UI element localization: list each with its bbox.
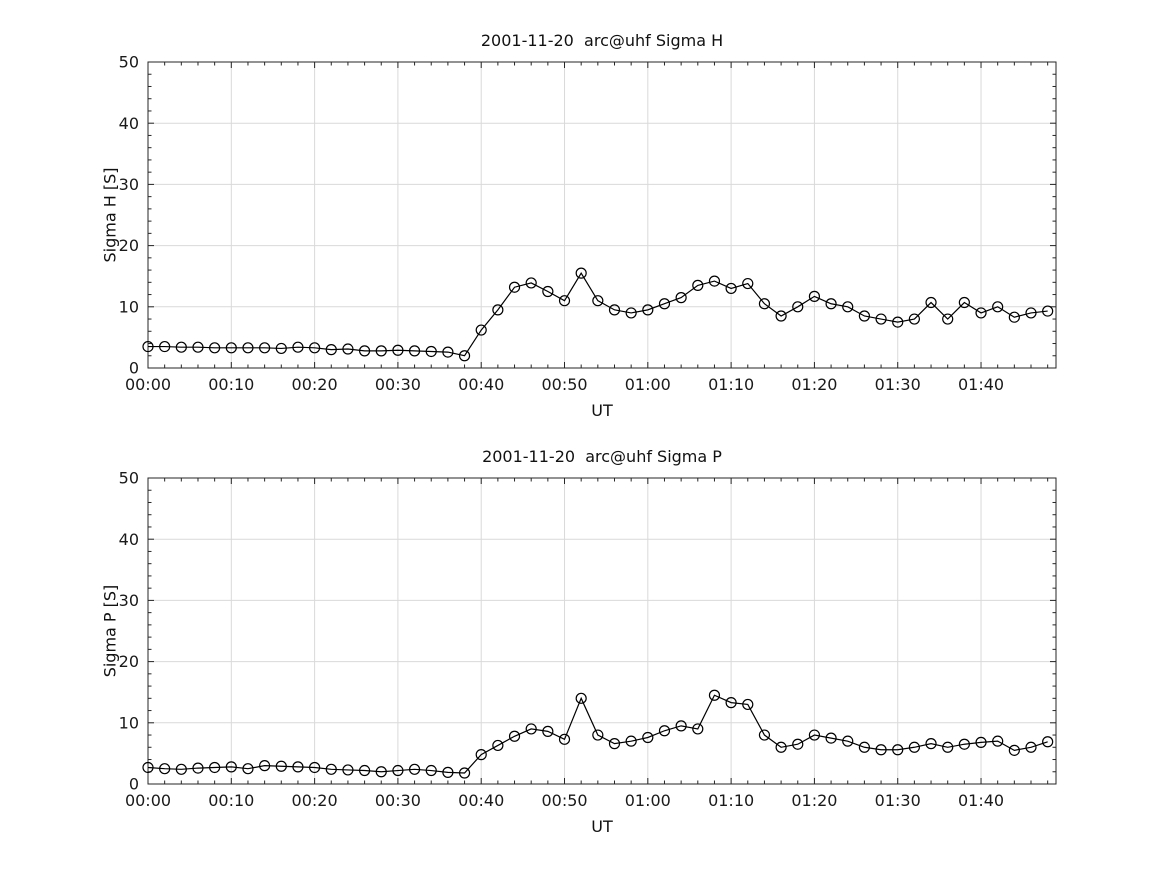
sigma-p-chart: 2001-11-20 arc@uhf Sigma P Sigma P [S] 0… [0, 416, 1167, 853]
svg-text:40: 40 [119, 114, 139, 133]
svg-text:20: 20 [119, 236, 139, 255]
svg-text:01:00: 01:00 [625, 375, 671, 394]
svg-text:00:00: 00:00 [125, 791, 171, 810]
chart-title: 2001-11-20 arc@uhf Sigma H [480, 31, 724, 50]
svg-text:30: 30 [119, 591, 139, 610]
sigma-h-chart: 2001-11-20 arc@uhf Sigma H Sigma H [S] 0… [0, 0, 1167, 437]
svg-text:01:10: 01:10 [708, 375, 754, 394]
svg-text:01:40: 01:40 [958, 791, 1004, 810]
svg-text:50: 50 [119, 53, 139, 72]
svg-text:01:30: 01:30 [875, 791, 921, 810]
plot-area: 00:00 00:10 00:20 00:30 00:40 00:50 01:00 01:10… [119, 53, 1057, 394]
svg-text:00:50: 00:50 [541, 375, 587, 394]
svg-text:01:00: 01:00 [625, 791, 671, 810]
svg-text:40: 40 [119, 530, 139, 549]
svg-text:01:10: 01:10 [708, 791, 754, 810]
svg-text:10: 10 [119, 297, 139, 316]
svg-text:30: 30 [119, 175, 139, 194]
svg-text:00:30: 00:30 [375, 791, 421, 810]
plot-area: 00:00 00:10 00:20 00:30 00:40 00:50 01:00 01:10… [119, 469, 1057, 810]
svg-text:10: 10 [119, 713, 139, 732]
svg-text:0: 0 [129, 775, 139, 794]
svg-text:01:30: 01:30 [875, 375, 921, 394]
chart-title: 2001-11-20 arc@uhf Sigma P [482, 447, 722, 466]
svg-text:00:20: 00:20 [292, 791, 338, 810]
svg-text:01:20: 01:20 [791, 791, 837, 810]
svg-text:00:40: 00:40 [458, 375, 504, 394]
svg-text:00:20: 00:20 [292, 375, 338, 394]
svg-text:20: 20 [119, 652, 139, 671]
svg-text:00:40: 00:40 [458, 791, 504, 810]
svg-text:50: 50 [119, 469, 139, 488]
svg-text:0: 0 [129, 359, 139, 378]
svg-text:01:40: 01:40 [958, 375, 1004, 394]
svg-text:01:20: 01:20 [791, 375, 837, 394]
svg-text:00:10: 00:10 [208, 375, 254, 394]
x-axis-label: UT [591, 817, 613, 836]
svg-text:00:50: 00:50 [541, 791, 587, 810]
x-axis-label: UT [591, 401, 613, 420]
svg-text:00:10: 00:10 [208, 791, 254, 810]
svg-text:00:00: 00:00 [125, 375, 171, 394]
svg-text:00:30: 00:30 [375, 375, 421, 394]
